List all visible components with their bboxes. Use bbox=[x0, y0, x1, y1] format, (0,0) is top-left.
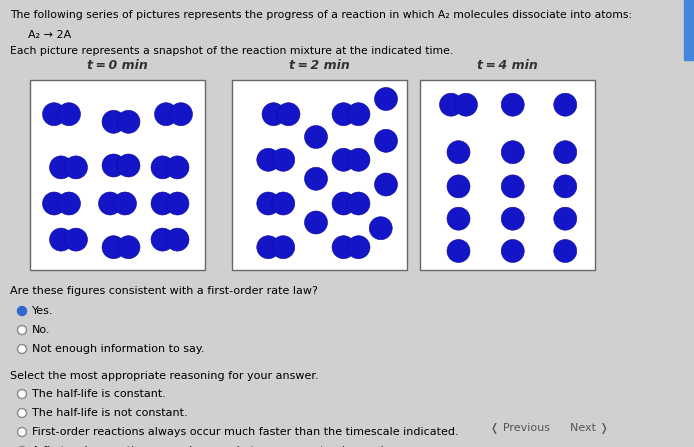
Ellipse shape bbox=[102, 110, 125, 133]
Ellipse shape bbox=[277, 103, 300, 126]
Ellipse shape bbox=[554, 93, 577, 116]
Text: t = 0 min: t = 0 min bbox=[87, 59, 148, 72]
Ellipse shape bbox=[501, 141, 524, 164]
Ellipse shape bbox=[332, 148, 355, 171]
Ellipse shape bbox=[501, 240, 524, 262]
Text: No.: No. bbox=[32, 325, 51, 335]
Ellipse shape bbox=[332, 192, 355, 215]
Ellipse shape bbox=[305, 126, 328, 148]
Ellipse shape bbox=[554, 141, 577, 164]
Text: The following series of pictures represents the progress of a reaction in which : The following series of pictures represe… bbox=[10, 10, 632, 20]
Ellipse shape bbox=[155, 103, 178, 126]
Ellipse shape bbox=[58, 103, 81, 126]
FancyBboxPatch shape bbox=[232, 80, 407, 270]
Ellipse shape bbox=[375, 173, 398, 196]
Ellipse shape bbox=[17, 325, 26, 334]
Ellipse shape bbox=[332, 103, 355, 126]
Ellipse shape bbox=[347, 192, 370, 215]
Ellipse shape bbox=[257, 236, 280, 259]
Text: Yes.: Yes. bbox=[32, 306, 53, 316]
Ellipse shape bbox=[102, 236, 125, 259]
Ellipse shape bbox=[17, 345, 26, 354]
Text: Are these figures consistent with a first-order rate law?: Are these figures consistent with a firs… bbox=[10, 286, 318, 296]
Text: Each picture represents a snapshot of the reaction mixture at the indicated time: Each picture represents a snapshot of th… bbox=[10, 46, 453, 56]
Ellipse shape bbox=[554, 175, 577, 198]
Bar bbox=[684, 0, 694, 60]
Ellipse shape bbox=[17, 427, 26, 437]
Text: A₂ → 2A: A₂ → 2A bbox=[28, 30, 71, 40]
Ellipse shape bbox=[369, 217, 392, 240]
FancyBboxPatch shape bbox=[30, 80, 205, 270]
Ellipse shape bbox=[257, 192, 280, 215]
Ellipse shape bbox=[166, 156, 189, 179]
Ellipse shape bbox=[117, 154, 140, 177]
Text: The half-life is not constant.: The half-life is not constant. bbox=[32, 408, 187, 418]
Ellipse shape bbox=[272, 148, 295, 171]
Ellipse shape bbox=[447, 240, 470, 262]
Ellipse shape bbox=[65, 228, 87, 251]
Ellipse shape bbox=[347, 103, 370, 126]
Ellipse shape bbox=[102, 154, 125, 177]
Ellipse shape bbox=[42, 192, 65, 215]
Ellipse shape bbox=[375, 129, 398, 152]
Text: First-order reactions always occur much faster than the timescale indicated.: First-order reactions always occur much … bbox=[32, 427, 459, 437]
Ellipse shape bbox=[447, 207, 470, 230]
Text: A first-order reaction can only occur between monatomic species.: A first-order reaction can only occur be… bbox=[32, 446, 400, 447]
Ellipse shape bbox=[375, 88, 398, 110]
Text: The half-life is constant.: The half-life is constant. bbox=[32, 389, 166, 399]
Ellipse shape bbox=[65, 156, 87, 179]
Ellipse shape bbox=[151, 192, 174, 215]
Text: t = 4 min: t = 4 min bbox=[477, 59, 538, 72]
Ellipse shape bbox=[501, 175, 524, 198]
Ellipse shape bbox=[114, 192, 137, 215]
Text: Not enough information to say.: Not enough information to say. bbox=[32, 344, 205, 354]
Ellipse shape bbox=[257, 148, 280, 171]
Ellipse shape bbox=[151, 156, 174, 179]
Ellipse shape bbox=[501, 207, 524, 230]
Ellipse shape bbox=[17, 389, 26, 398]
Text: t = 2 min: t = 2 min bbox=[289, 59, 350, 72]
Ellipse shape bbox=[58, 192, 81, 215]
FancyBboxPatch shape bbox=[420, 80, 595, 270]
Ellipse shape bbox=[17, 409, 26, 417]
Ellipse shape bbox=[272, 192, 295, 215]
Ellipse shape bbox=[447, 175, 470, 198]
Ellipse shape bbox=[272, 236, 295, 259]
Ellipse shape bbox=[17, 307, 26, 316]
Ellipse shape bbox=[117, 236, 140, 259]
Ellipse shape bbox=[554, 240, 577, 262]
Text: Next ❭: Next ❭ bbox=[570, 423, 609, 434]
Ellipse shape bbox=[501, 93, 524, 116]
Ellipse shape bbox=[166, 192, 189, 215]
Ellipse shape bbox=[99, 192, 121, 215]
Ellipse shape bbox=[347, 148, 370, 171]
Ellipse shape bbox=[347, 236, 370, 259]
Ellipse shape bbox=[439, 93, 462, 116]
Ellipse shape bbox=[262, 103, 285, 126]
Ellipse shape bbox=[305, 211, 328, 234]
Ellipse shape bbox=[49, 228, 73, 251]
Text: Select the most appropriate reasoning for your answer.: Select the most appropriate reasoning fo… bbox=[10, 371, 319, 381]
Text: ❬ Previous: ❬ Previous bbox=[490, 423, 550, 434]
Ellipse shape bbox=[117, 110, 140, 133]
Ellipse shape bbox=[455, 93, 477, 116]
Ellipse shape bbox=[151, 228, 174, 251]
Ellipse shape bbox=[166, 228, 189, 251]
Ellipse shape bbox=[332, 236, 355, 259]
Ellipse shape bbox=[169, 103, 192, 126]
Ellipse shape bbox=[305, 167, 328, 190]
Ellipse shape bbox=[554, 207, 577, 230]
Ellipse shape bbox=[49, 156, 73, 179]
Ellipse shape bbox=[447, 141, 470, 164]
Ellipse shape bbox=[42, 103, 65, 126]
